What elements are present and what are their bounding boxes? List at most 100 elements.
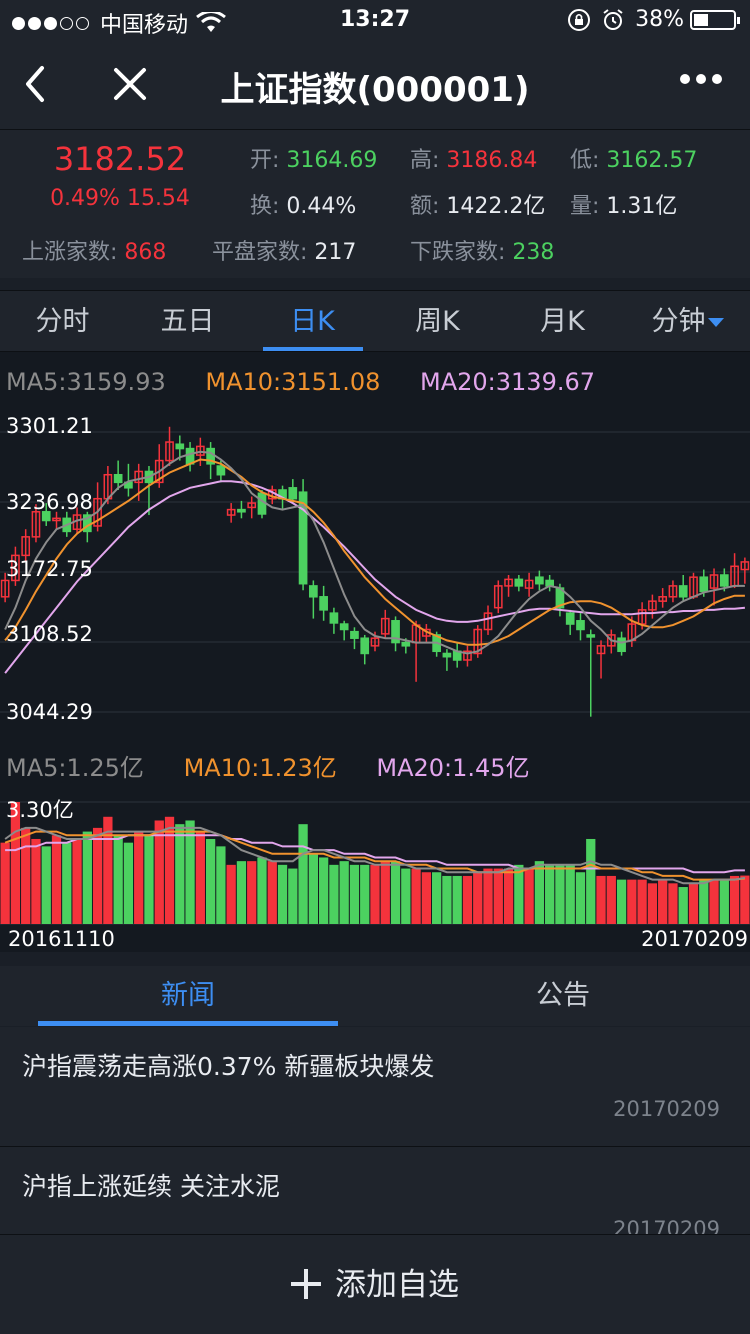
status-time: 13:27 [339, 7, 411, 32]
low-value: 3162.57 [606, 148, 698, 173]
volume-bar [185, 820, 195, 924]
volume-bar [0, 842, 10, 924]
news-item[interactable]: 沪指上涨延续 关注水泥 20170209 [0, 1147, 750, 1234]
volume-bar [318, 857, 329, 924]
tab-daily-k[interactable]: 日K [290, 306, 335, 337]
candle-body [401, 641, 411, 647]
dropdown-triangle-icon [707, 318, 724, 327]
volume-bar [658, 879, 668, 924]
volume-bar [637, 879, 647, 924]
volume-bar [298, 824, 308, 924]
volume-bar [596, 875, 606, 924]
volume-bar [740, 875, 750, 924]
candle-body [247, 502, 257, 509]
candle-body [52, 517, 61, 522]
volume-bar [288, 868, 298, 924]
candle-body [134, 470, 144, 484]
ma20-label: MA20:3139.67 [420, 368, 596, 396]
volume-bar [452, 875, 462, 924]
battery-icon [690, 9, 740, 30]
ma5-line [4, 450, 745, 655]
volume-bar [514, 864, 524, 924]
tab-minute-label: 分钟 [651, 306, 706, 337]
price-change: 0.49% 15.54 [50, 186, 190, 211]
volume-bar [308, 853, 318, 924]
ma10-line [4, 458, 745, 646]
candle-body [113, 473, 123, 484]
tab-announcements[interactable]: 公告 [536, 980, 590, 1011]
candle-body [93, 497, 102, 527]
close-icon[interactable] [110, 64, 150, 104]
tab-intraday[interactable]: 分时 [35, 306, 90, 337]
candle-body [699, 576, 709, 593]
tab-five-day[interactable]: 五日 [160, 306, 215, 337]
candle-body [360, 637, 370, 655]
y-label-max: 3301.21 [6, 414, 93, 438]
candle-body [154, 459, 164, 484]
flat-count-label: 平盘家数: [212, 240, 308, 265]
candle-body [370, 637, 380, 647]
candle-body [596, 645, 606, 655]
volume-bar [545, 864, 555, 924]
tab-minute[interactable]: 分钟 [625, 291, 750, 353]
volume-bar [606, 875, 616, 924]
volume-bar [41, 846, 51, 924]
turnover-label: 换: [250, 194, 280, 219]
news-title: 沪指上涨延续 关注水泥 [22, 1172, 280, 1201]
volume-bar [277, 864, 288, 924]
quote-panel: 3182.52 0.49% 15.54 开: 3164.69 高: 3186.8… [0, 130, 750, 278]
nav-bar: 上证指数(000001) [0, 40, 750, 130]
volume-bar [678, 887, 688, 924]
candle-body [226, 508, 236, 516]
start-date: 20161110 [8, 927, 115, 951]
alarm-icon [603, 8, 623, 30]
y-label-4: 3108.52 [6, 622, 93, 646]
candle-body [658, 596, 668, 602]
back-icon[interactable] [18, 62, 58, 106]
add-watchlist-label: 添加自选 [335, 1267, 459, 1303]
low-label: 低: [570, 148, 600, 173]
volume-bar [123, 842, 134, 924]
volume-bar [236, 861, 247, 924]
volume-bar [462, 875, 473, 924]
tab-news[interactable]: 新闻 [161, 980, 215, 1011]
vol-ma5-label: MA5:1.25亿 [6, 754, 144, 782]
volume-label: 量: [570, 194, 600, 219]
volume-bar [411, 868, 421, 924]
y-label-2: 3236.98 [6, 490, 93, 514]
candle-body [473, 628, 483, 655]
volume-bar [103, 816, 113, 924]
add-watchlist-button[interactable]: 添加自选 [0, 1234, 750, 1334]
candle-body [391, 620, 400, 644]
more-icon[interactable] [674, 74, 722, 84]
news-date: 20170209 [613, 1097, 720, 1121]
news-title: 沪指震荡走高涨0.37% 新疆板块爆发 [22, 1052, 435, 1081]
candle-body [41, 511, 51, 522]
tab-monthly-k[interactable]: 月K [540, 306, 585, 337]
volume-bar [688, 883, 699, 924]
news-item[interactable]: 沪指震荡走高涨0.37% 新疆板块爆发 20170209 [0, 1027, 750, 1147]
candle-body [339, 623, 349, 631]
volume-bar [483, 868, 493, 924]
volume-max-label: 3.30亿 [6, 798, 74, 822]
amount-value: 1422.2亿 [446, 194, 546, 219]
volume-bar [92, 827, 103, 924]
volume-bar [205, 838, 216, 924]
volume-bar [51, 835, 62, 924]
high-label: 高: [410, 148, 440, 173]
price-ma-row: MA5:3159.93 MA10:3151.08 MA20:3139.67 [6, 368, 627, 396]
volume-bar [709, 879, 719, 924]
volume-bar [442, 875, 452, 924]
news-list: 沪指震荡走高涨0.37% 新疆板块爆发 20170209 沪指上涨延续 关注水泥… [0, 1027, 750, 1234]
amount-field: 额: 1422.2亿 [410, 188, 545, 220]
tab-weekly-k[interactable]: 周K [415, 306, 460, 337]
volume-bar [267, 861, 277, 924]
volume-value: 1.31亿 [606, 194, 678, 219]
down-count-field: 下跌家数: 238 [410, 234, 554, 266]
volume-bar [627, 879, 637, 924]
kline-chart[interactable]: MA5:3159.93 MA10:3151.08 MA20:3139.67 33… [0, 352, 750, 952]
candle-body [719, 574, 729, 587]
active-tab-indicator [263, 347, 363, 351]
candle-body [288, 487, 298, 500]
candle-body [237, 508, 246, 513]
